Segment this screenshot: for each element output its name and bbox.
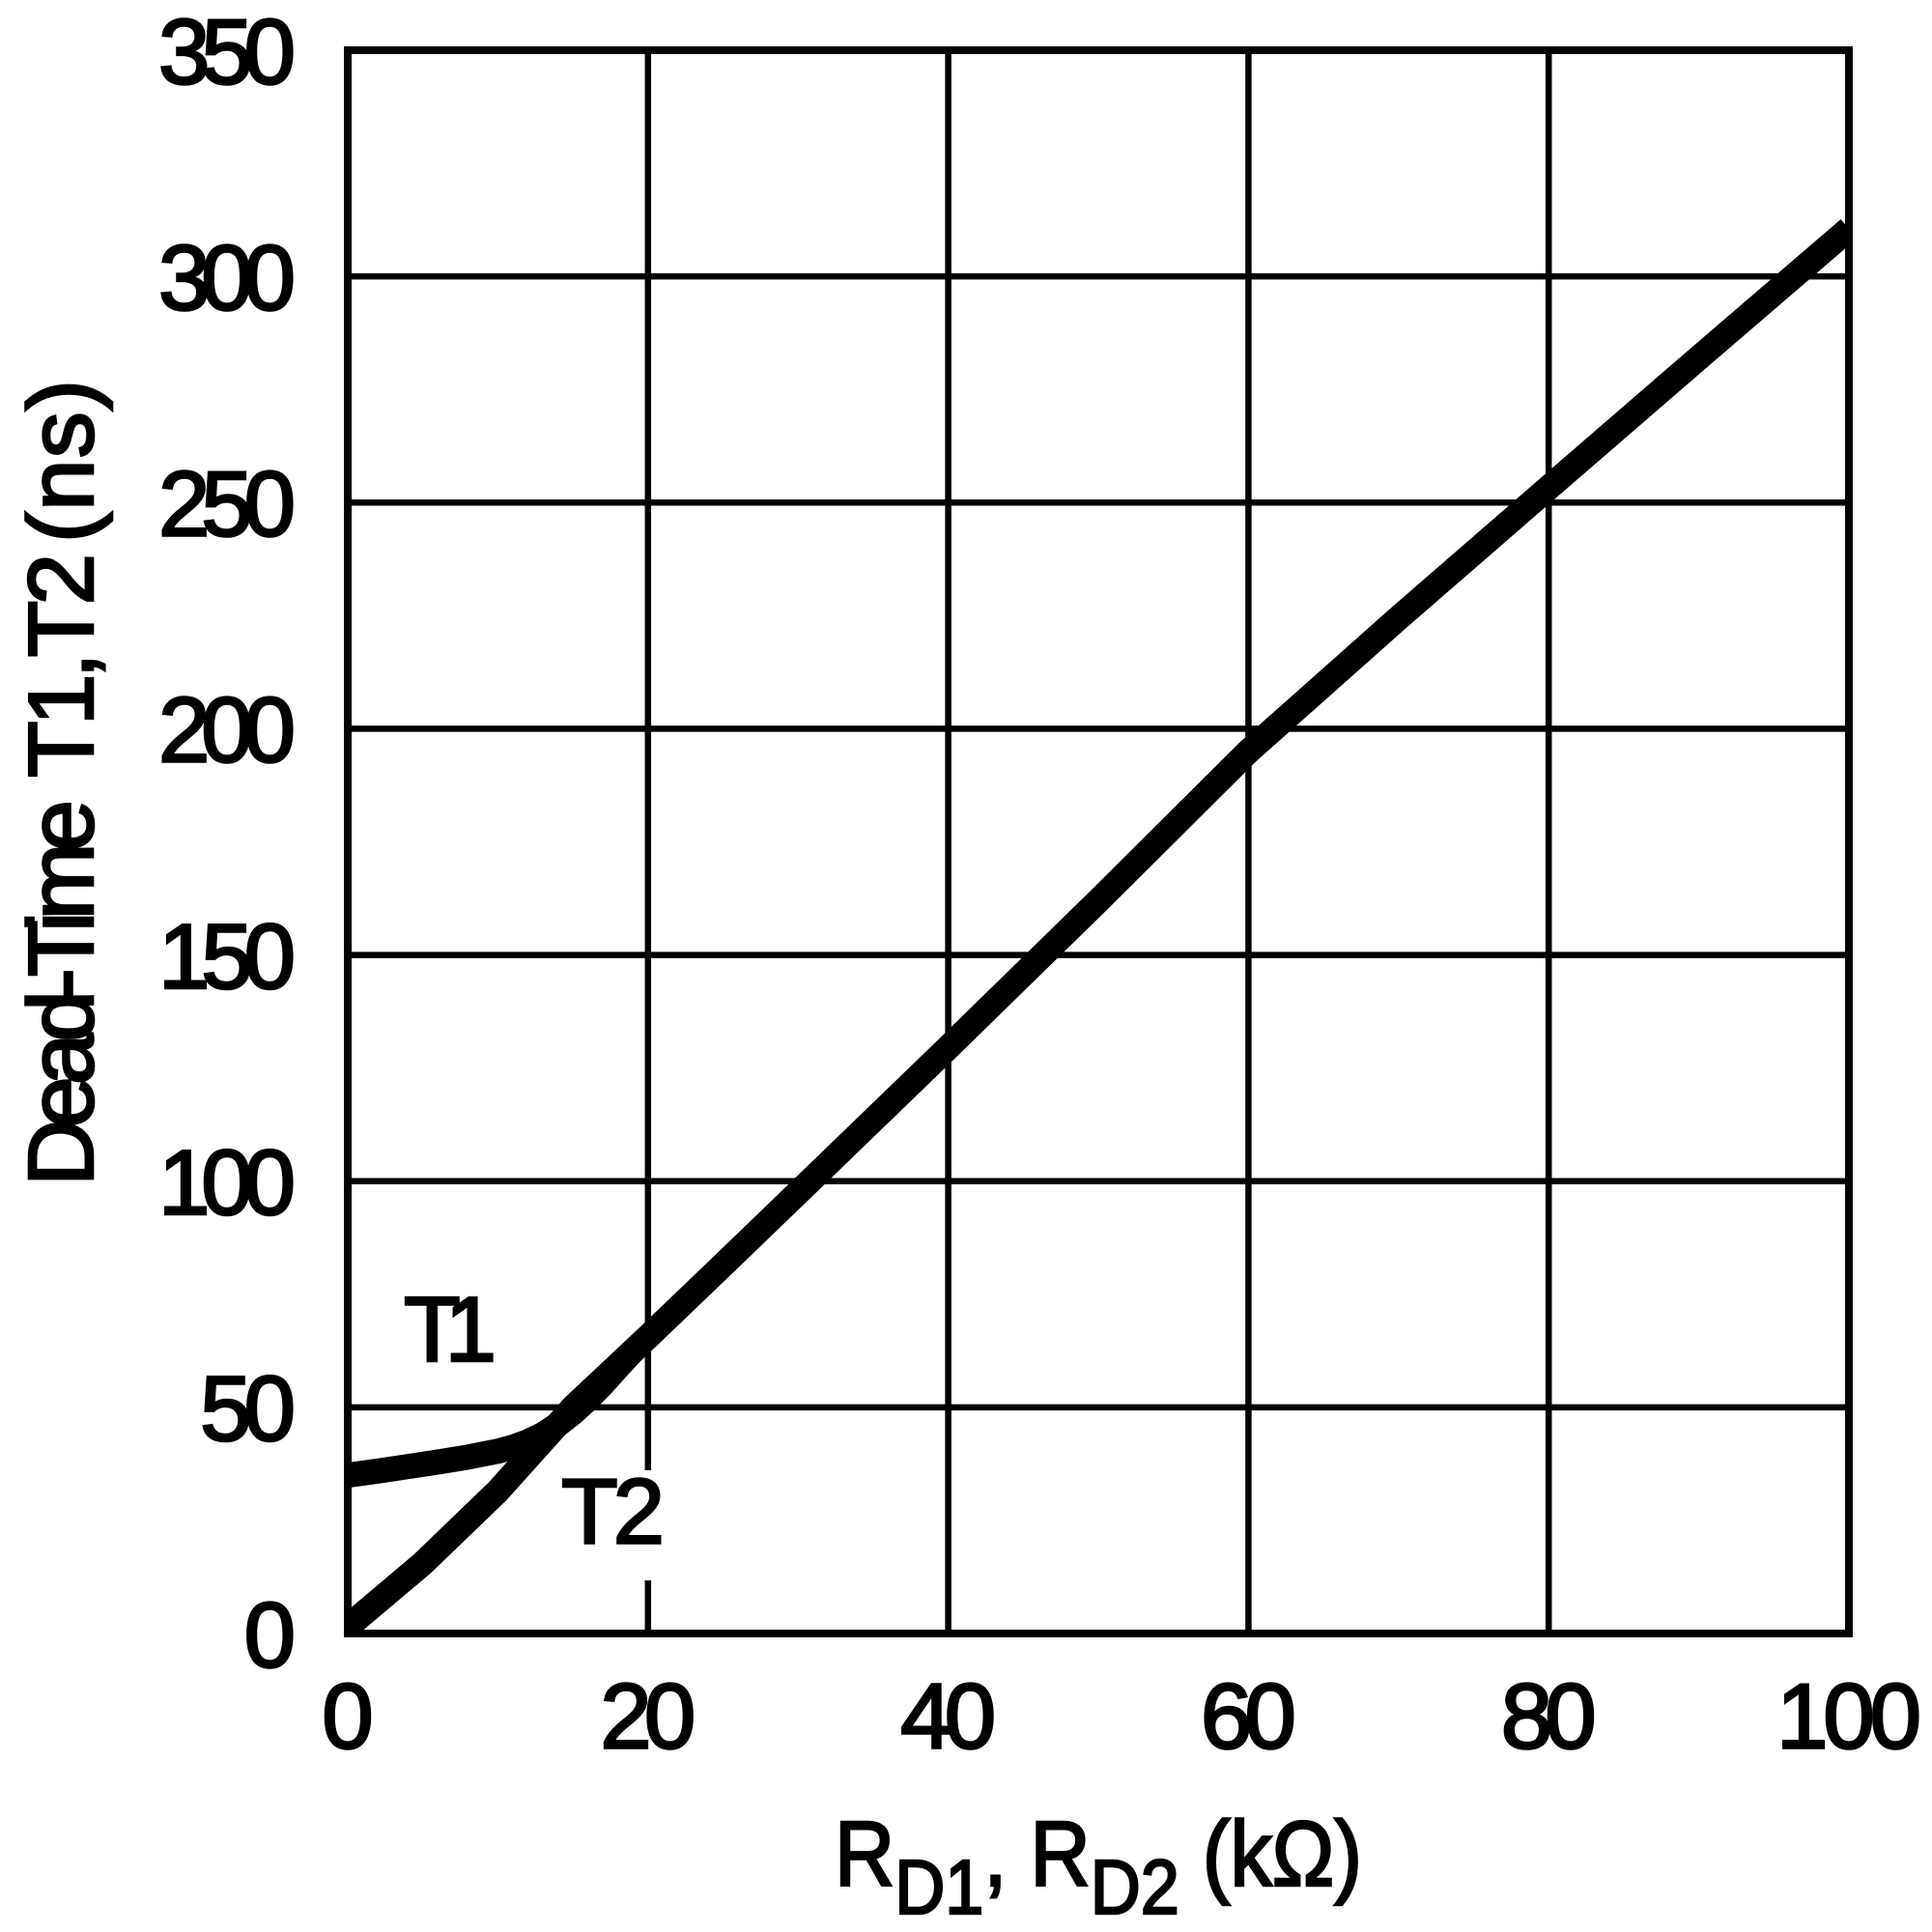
svg-text:300: 300 <box>158 226 296 329</box>
svg-text:80: 80 <box>1501 1665 1597 1769</box>
svg-text:60: 60 <box>1201 1665 1296 1769</box>
svg-text:T2: T2 <box>561 1461 665 1564</box>
svg-text:(ns): (ns) <box>10 380 113 543</box>
svg-text:T1,T2: T1,T2 <box>10 554 113 778</box>
svg-text:350: 350 <box>158 0 296 103</box>
svg-text:0: 0 <box>322 1665 373 1769</box>
svg-text:50: 50 <box>200 1357 296 1461</box>
svg-text:100: 100 <box>158 1131 296 1235</box>
svg-text:250: 250 <box>158 453 296 556</box>
svg-text:20: 20 <box>600 1665 696 1769</box>
svg-text:100: 100 <box>1776 1665 1921 1769</box>
svg-text:40: 40 <box>900 1665 996 1769</box>
svg-text:0: 0 <box>244 1583 296 1687</box>
svg-text:Dead-Time: Dead-Time <box>10 800 113 1186</box>
svg-text:150: 150 <box>158 905 296 1009</box>
svg-text:200: 200 <box>158 679 296 782</box>
svg-text:T1: T1 <box>404 1278 497 1381</box>
